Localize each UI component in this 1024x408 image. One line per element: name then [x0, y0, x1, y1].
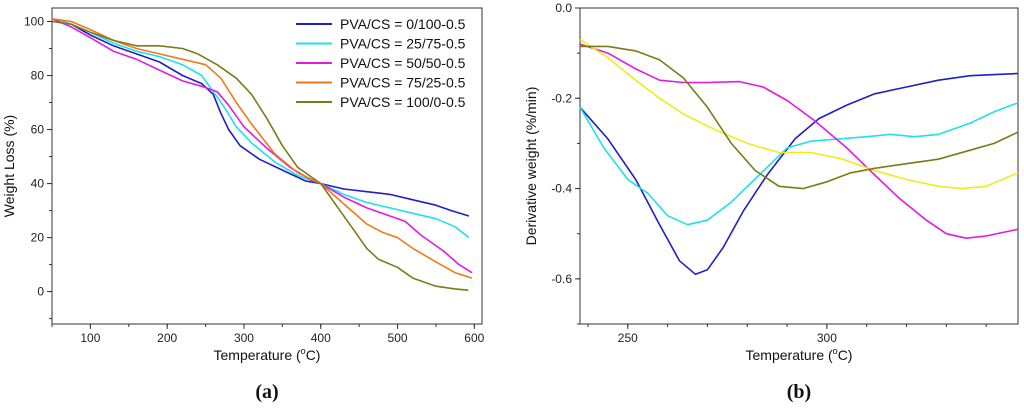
x-tick-label: 300 — [234, 331, 254, 345]
chart-panel-a: 100 200 300 400 500 600 0 20 40 60 80 100 PVA/CS = … — [1, 7, 485, 403]
panel-label-a: (a) — [255, 381, 278, 403]
x-tick-label: 300 — [817, 331, 837, 345]
plot-area-a — [51, 7, 483, 325]
legend-entry: PVA/CS = 100/0-0.5 — [340, 94, 466, 110]
y-tick-label: -0.6 — [551, 272, 572, 286]
legend-entry: PVA/CS = 25/75-0.5 — [340, 36, 466, 52]
series-line-4 — [51, 18, 473, 279]
series-line-2 — [579, 102, 1019, 226]
chart-panel-b: 250 300 0.0 -0.2 -0.4 -0.6 Temperature (oC) D… — [523, 1, 1019, 403]
y-tick-label: -0.4 — [551, 182, 572, 196]
panel-label-b: (b) — [787, 381, 811, 403]
x-tick-label: 400 — [311, 331, 331, 345]
series-line-1 — [51, 18, 470, 217]
series-line-2 — [51, 18, 470, 239]
series-line-3 — [579, 43, 1019, 239]
axis-ticks-b: 250 300 0.0 -0.2 -0.4 -0.6 — [551, 1, 987, 345]
axis-ticks-a: 100 200 300 400 500 600 0 20 40 60 80 100 — [24, 15, 485, 345]
x-axis-label-b: Temperature (oC) — [746, 346, 853, 363]
y-axis-label-a: Weight Loss (%) — [1, 115, 17, 217]
x-tick-label: 250 — [618, 331, 638, 345]
x-axis-label-a: Temperature (oC) — [214, 346, 321, 363]
series-line-4 — [579, 38, 1019, 190]
legend-entry: PVA/CS = 50/50-0.5 — [340, 55, 466, 71]
legend-a: PVA/CS = 0/100-0.5 PVA/CS = 25/75-0.5 PVA/… — [296, 16, 466, 110]
y-tick-label: 60 — [31, 123, 45, 137]
legend-entry: PVA/CS = 0/100-0.5 — [340, 16, 466, 32]
y-tick-label: 0 — [37, 285, 44, 299]
x-tick-label: 100 — [80, 331, 100, 345]
y-tick-label: -0.2 — [551, 91, 572, 105]
x-tick-label: 500 — [388, 331, 408, 345]
series-group-a — [51, 18, 473, 291]
series-line-5 — [51, 20, 469, 291]
y-axis-label-b: Derivative weight (%/min) — [523, 87, 539, 246]
x-tick-label: 200 — [157, 331, 177, 345]
y-tick-label: 80 — [31, 69, 45, 83]
series-line-3 — [51, 18, 473, 274]
x-tick-label: 600 — [464, 331, 484, 345]
y-tick-label: 0.0 — [555, 1, 572, 15]
legend-entry: PVA/CS = 75/25-0.5 — [340, 75, 466, 91]
series-group-b — [579, 38, 1019, 276]
series-line-1 — [579, 72, 1019, 276]
series-line-5 — [580, 45, 1019, 190]
y-tick-label: 100 — [24, 15, 44, 29]
y-tick-label: 40 — [31, 177, 45, 191]
y-tick-label: 20 — [31, 231, 45, 245]
plot-area-b — [579, 7, 1019, 325]
